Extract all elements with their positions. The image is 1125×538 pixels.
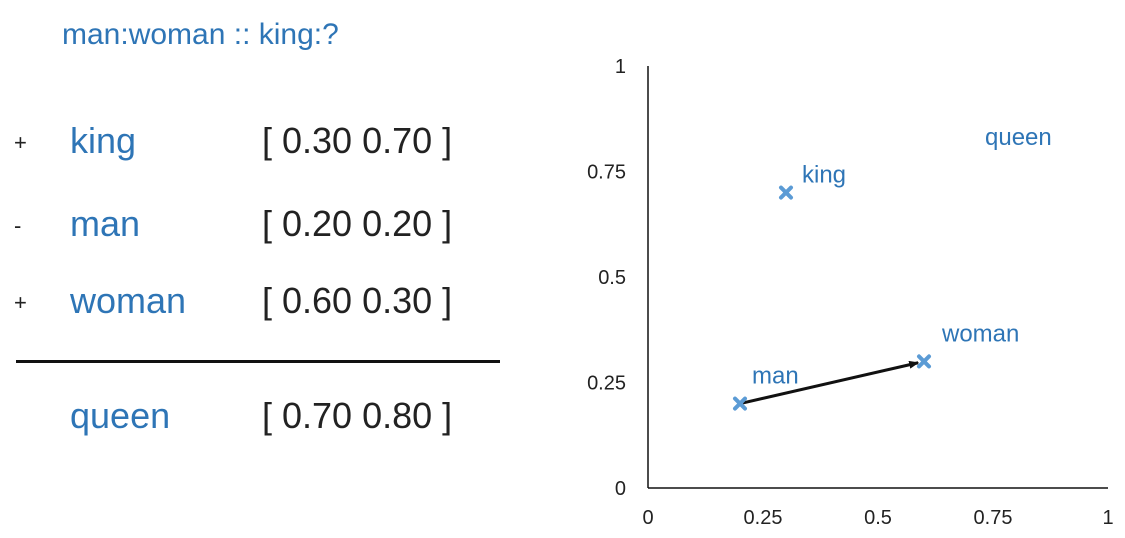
- y-tick-label: 0.5: [598, 267, 626, 289]
- vector-queen: [ 0.70 0.80 ]: [262, 395, 453, 436]
- x-marker-king: [779, 185, 793, 200]
- x-tick-label: 0.5: [864, 507, 892, 529]
- y-tick-label: 0: [615, 478, 626, 500]
- point-labels: king man woman queen: [752, 124, 1052, 390]
- equation-result-row: queen [ 0.70 0.80 ]: [0, 395, 520, 445]
- point-label-woman: woman: [941, 320, 1019, 347]
- vector-king: [ 0.30 0.70 ]: [262, 120, 453, 161]
- word-queen: queen: [70, 395, 171, 436]
- vector-man: [ 0.20 0.20 ]: [262, 203, 453, 244]
- y-tick-labels: 0 0.25 0.5 0.75 1: [587, 56, 626, 500]
- x-tick-label: 1: [1102, 507, 1113, 529]
- point-label-king: king: [802, 162, 846, 189]
- y-tick-label: 0.25: [587, 373, 626, 395]
- point-label-queen: queen: [985, 124, 1052, 151]
- x-tick-label: 0: [642, 507, 653, 529]
- x-tick-label: 0.25: [744, 507, 783, 529]
- word-man: man: [70, 203, 141, 244]
- x-marker-man: [733, 396, 747, 411]
- sum-divider-line: [16, 360, 500, 363]
- word-king: king: [70, 120, 137, 161]
- y-tick-label: 0.75: [587, 162, 626, 184]
- vector-woman: [ 0.60 0.30 ]: [262, 280, 453, 321]
- plus-operator: +: [14, 130, 27, 155]
- x-tick-label: 0.75: [974, 507, 1013, 529]
- equation-row-woman: + woman [ 0.60 0.30 ]: [0, 280, 520, 330]
- minus-operator: -: [14, 213, 22, 238]
- y-tick-label: 1: [615, 56, 626, 78]
- analogy-title: man:woman :: king:?: [62, 18, 339, 51]
- vector-arrow: [742, 360, 920, 405]
- x-marker-woman: [917, 354, 931, 369]
- word-woman: woman: [70, 280, 187, 321]
- equation-row-king: + king [ 0.30 0.70 ]: [0, 120, 520, 170]
- equation-row-man: - man [ 0.20 0.20 ]: [0, 203, 520, 253]
- vector-arrows: [742, 360, 920, 405]
- x-tick-labels: 0 0.25 0.5 0.75 1: [642, 507, 1113, 529]
- point-markers: [733, 185, 931, 411]
- point-label-man: man: [752, 363, 799, 390]
- plus-operator: +: [14, 290, 27, 315]
